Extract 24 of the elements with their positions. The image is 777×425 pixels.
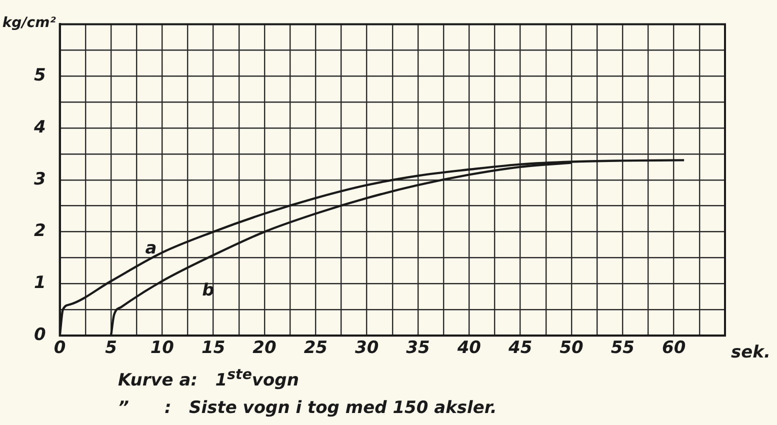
x-tick-label: 10: [150, 338, 174, 358]
x-tick-label: 15: [201, 338, 226, 358]
y-tick-label: 1: [34, 273, 46, 294]
x-tick-label: 50: [560, 338, 584, 358]
x-tick-label: 45: [507, 338, 532, 358]
text: Kurve a: 1$^{ste}$vogn: [118, 366, 300, 393]
x-tick-label: 40: [456, 338, 482, 358]
x-tick-label: 60: [662, 338, 686, 358]
y-tick-label: 2: [34, 221, 46, 242]
x-axis-title: sek.: [731, 342, 770, 363]
series-label: a: [145, 238, 157, 259]
x-tick-label: 55: [610, 338, 634, 358]
y-tick-label: 4: [32, 117, 46, 138]
x-tick-label: 30: [354, 338, 379, 358]
y-axis-title: kg/cm²: [2, 14, 57, 31]
y-tick-label: 5: [34, 66, 46, 86]
x-tick-label: 0: [54, 338, 66, 358]
text: ” : Siste vogn i tog med 150 aksler.: [118, 396, 498, 420]
x-tick-label: 20: [252, 338, 276, 358]
y-tick-label: 3: [34, 169, 46, 190]
x-tick-label: 5: [105, 338, 117, 358]
y-tick-label: 0: [34, 325, 46, 346]
x-tick-label: 25: [304, 338, 328, 358]
x-tick-label: 35: [406, 338, 430, 358]
